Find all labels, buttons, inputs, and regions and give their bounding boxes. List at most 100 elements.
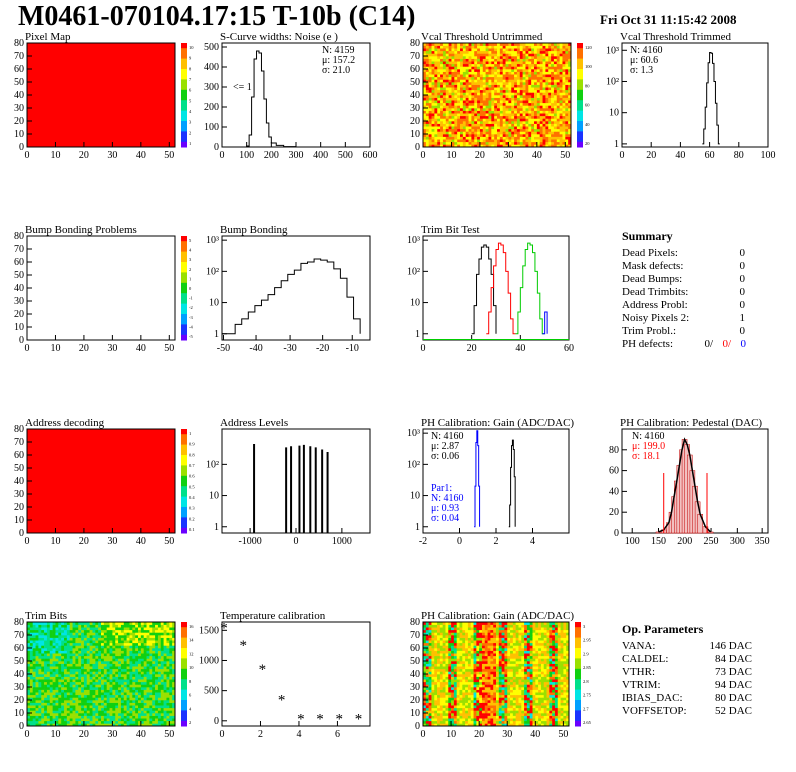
ph-gain-map-map-cell xyxy=(473,707,477,711)
trim-bits-map-cell xyxy=(32,705,36,709)
vcal-untrimmed-map-cell xyxy=(471,141,475,145)
ph-gain-map-map-cell xyxy=(465,723,469,727)
vcal-untrimmed-map-cell xyxy=(491,108,495,111)
vcal-untrimmed-map-cell xyxy=(502,95,506,98)
vcal-untrimmed-map-cell xyxy=(485,113,489,117)
vcal-untrimmed-map-cell xyxy=(514,136,518,140)
trim-bits-map-cell xyxy=(89,705,93,709)
vcal-untrimmed-map-cell xyxy=(428,113,432,117)
trim-bits-map-cell xyxy=(143,723,147,727)
trim-bits-map-cell xyxy=(152,629,156,633)
vcal-untrimmed-map-cell xyxy=(505,136,509,140)
trim-bits-map-cell xyxy=(35,674,39,677)
ph-gain-map-map-cell xyxy=(437,723,441,727)
vcal-untrimmed-map-cell xyxy=(528,113,532,117)
trim-bits-map-cell xyxy=(32,700,36,703)
vcal-untrimmed-map-cell xyxy=(542,118,546,122)
trim-bits-map-cell xyxy=(38,710,42,714)
vcal-untrimmed-map-cell xyxy=(545,43,549,46)
trim-bits-map-cell xyxy=(35,710,39,714)
vcal-untrimmed-map-cell xyxy=(477,82,481,85)
vcal-untrimmed-map-cell xyxy=(522,97,526,101)
trim-bits-map-cell xyxy=(83,702,88,706)
address-decoding-zscale-segment xyxy=(181,517,187,521)
ph-gain-map-map-cell xyxy=(476,720,480,724)
vcal-untrimmed-map-cell xyxy=(431,95,435,98)
trim-bits-map-cell xyxy=(115,632,119,636)
vcal-untrimmed-map-cell xyxy=(440,53,444,57)
vcal-untrimmed-map-cell xyxy=(494,89,498,93)
trim-bits-map-cell xyxy=(49,710,53,714)
ph-gain-map-map-cell xyxy=(434,694,438,698)
trim-bits-map-cell xyxy=(160,687,164,690)
vcal-untrimmed-map-cell xyxy=(491,100,495,104)
ph-gain-map-map-cell xyxy=(515,700,519,703)
vcal-untrimmed-map-cell xyxy=(545,100,549,104)
trim-bits-map-cell xyxy=(112,642,116,646)
vcal-untrimmed-map-cell xyxy=(502,126,506,130)
trim-bits-map-cell xyxy=(83,671,88,675)
trim-bits-map-cell xyxy=(115,674,119,677)
vcal-untrimmed-map-cell xyxy=(477,115,481,119)
ph-gain-map-map-cell xyxy=(431,692,435,696)
trim-bits-map-cell xyxy=(101,635,105,638)
trim-bits-map-cell xyxy=(126,658,130,662)
trim-bits-map-cell xyxy=(157,689,162,693)
vcal-untrimmed-map-cell xyxy=(482,50,486,54)
trim-bits-map-cell xyxy=(152,658,156,662)
vcal-untrimmed-map-cell xyxy=(442,71,447,75)
ph-gain-map-map-cell xyxy=(512,713,516,716)
trim-bits-map-cell xyxy=(98,720,102,724)
trim-bits-map-cell xyxy=(52,705,56,709)
trim-bits-map-cell xyxy=(41,674,45,677)
trim-bits-map-cell xyxy=(52,642,56,646)
vcal-untrimmed-map-cell xyxy=(511,141,515,145)
vcal-untrimmed-map-cell xyxy=(536,76,540,80)
ph-gain-map-map-cell xyxy=(490,707,494,711)
trim-bits-map-cell xyxy=(69,645,73,649)
trim-bits-map-cell xyxy=(81,635,85,638)
ph-gain-map-map-cell xyxy=(484,702,488,706)
vcal-untrimmed-map-cell xyxy=(548,71,552,75)
trim-bits-map-cell xyxy=(149,707,153,711)
address-decoding-zscale-segment xyxy=(181,444,187,448)
vcal-untrimmed-map-cell xyxy=(519,48,523,52)
vcal-untrimmed-map-cell xyxy=(465,115,469,119)
vcal-untrimmed-map-cell xyxy=(565,71,569,75)
trim-bits-map-cell xyxy=(155,632,159,636)
vcal-untrimmed-map-cell xyxy=(445,113,449,117)
vcal-untrimmed-map-cell xyxy=(491,71,495,75)
bump-problems-zscale-segment xyxy=(181,280,187,284)
vcal-untrimmed-map-cell xyxy=(565,79,569,83)
vcal-untrimmed-map-cell xyxy=(474,95,478,98)
ph-gain-map-map-cell xyxy=(470,710,474,714)
vcal-untrimmed-map-cell xyxy=(457,79,461,83)
vcal-untrimmed-map-cell xyxy=(502,79,506,83)
trim-bits-map-cell xyxy=(75,666,79,670)
trim-bits-map-cell xyxy=(149,689,153,693)
trim-bits-map-cell xyxy=(106,671,110,675)
trim-bits-map-cell xyxy=(166,707,170,711)
vcal-untrimmed-map-cell xyxy=(462,110,466,114)
trim-bits-map-cell xyxy=(29,705,33,709)
trim-bits-map-cell xyxy=(69,648,73,651)
vcal-untrimmed-map-cell xyxy=(451,84,455,88)
vcal-untrimmed-map-cell xyxy=(477,139,481,143)
vcal-untrimmed-map-cell xyxy=(542,100,546,104)
vcal-untrimmed-map-cell xyxy=(553,134,558,137)
vcal-untrimmed-map-cell xyxy=(497,66,501,70)
vcal-untrimmed-map-cell xyxy=(528,128,532,132)
vcal-untrimmed-map-cell xyxy=(431,48,435,52)
trim-bits-zscale-segment xyxy=(181,700,187,704)
trim-bits-map-cell xyxy=(72,694,76,698)
vcal-untrimmed-map-cell xyxy=(522,141,526,145)
trim-bits-map-cell xyxy=(55,671,59,675)
trim-bits-map-cell xyxy=(81,700,85,703)
trim-bits-map-cell xyxy=(58,681,62,685)
trim-bits-map-cell xyxy=(41,622,45,625)
ph-gain-map-map-cell xyxy=(479,720,483,724)
vcal-untrimmed-map-cell xyxy=(491,128,495,132)
trim-bits-map-cell xyxy=(157,627,162,631)
trim-bits-map-cell xyxy=(44,650,48,654)
trim-bits-map-cell xyxy=(55,674,59,677)
